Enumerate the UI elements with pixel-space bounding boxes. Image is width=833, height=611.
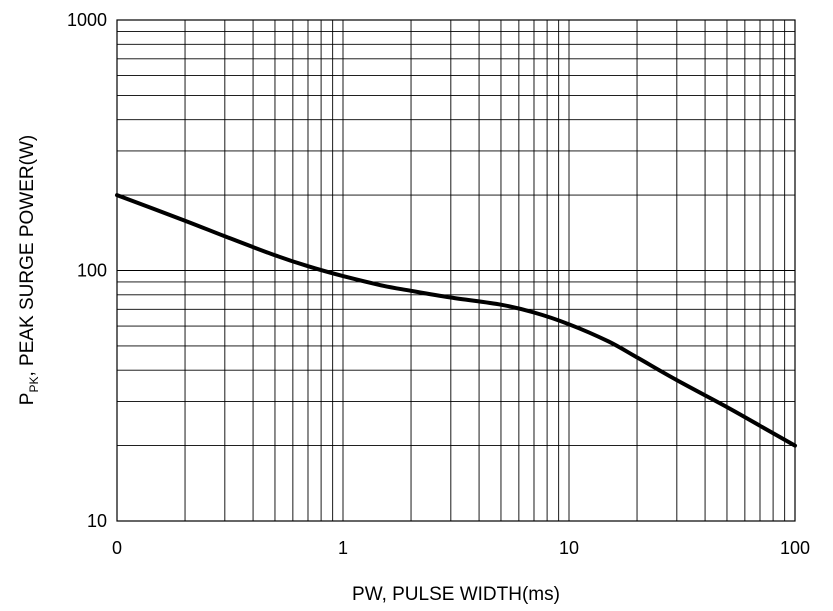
x-axis-title: PW, PULSE WIDTH(ms): [352, 584, 560, 605]
y-tick-label: 10: [87, 511, 107, 531]
y-tick-label: 100: [77, 261, 107, 281]
x-axis-tick-labels: 0 1 10 100: [112, 538, 810, 558]
plot-frame: [116, 19, 796, 522]
x-tick-label: 10: [559, 538, 579, 558]
y-axis-title-subscript: PK: [27, 377, 41, 393]
y-axis-title-rest: , PEAK SURGE POWER(W): [17, 135, 38, 377]
x-tick-label: 0: [112, 538, 122, 558]
x-tick-label: 1: [338, 538, 348, 558]
y-axis-title-main: P: [17, 393, 38, 406]
y-axis-tick-labels: 10 100 1000: [67, 10, 107, 531]
y-tick-label: 1000: [67, 10, 107, 30]
y-axis-title: PPK, PEAK SURGE POWER(W): [17, 135, 41, 405]
grid-lines: [117, 20, 795, 521]
x-tick-label: 100: [780, 538, 810, 558]
series-line: [115, 193, 797, 448]
